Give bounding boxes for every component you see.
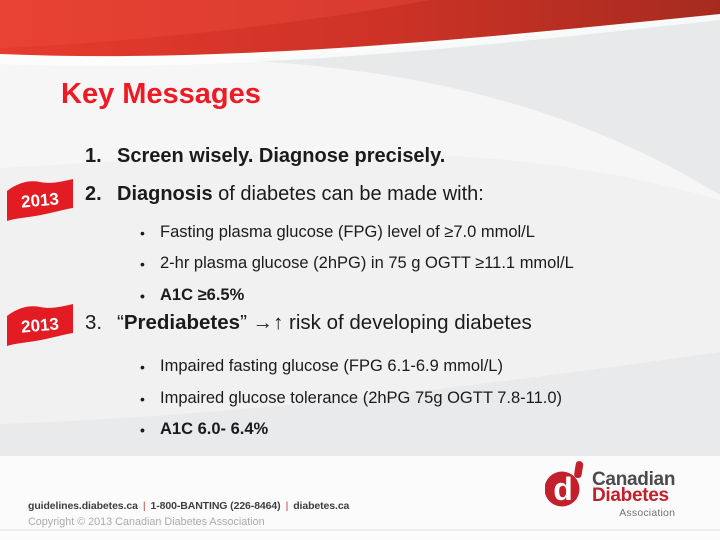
bullet-icon: • — [140, 256, 145, 272]
close-quote: ” — [240, 311, 247, 334]
bullet-a1c-prediabetes: • A1C 6.0- 6.4% — [140, 419, 268, 440]
logo-wordmark: Canadian Diabetes Association — [592, 459, 675, 522]
item-text-rest: →↑ risk of developing diabetes — [246, 311, 532, 334]
cda-d-icon: d — [545, 461, 584, 507]
badge-year-label: 2013 — [20, 314, 59, 336]
bullet-2hpg: • 2-hr plasma glucose (2hPG) in 75 g OGT… — [140, 253, 574, 274]
footer-link-phone: 1-800-BANTING (226-8464) — [150, 500, 281, 512]
footer-separator: | — [285, 500, 289, 512]
badge-2013-prediabetes: 2013 — [7, 304, 73, 346]
slide-title: Key Messages — [61, 78, 261, 110]
footer-link-guidelines: guidelines.diabetes.ca — [28, 500, 138, 512]
footer-separator: | — [142, 500, 146, 512]
header-red-highlight — [0, 0, 430, 48]
footer-copyright: Copyright © 2013 Canadian Diabetes Assoc… — [28, 516, 265, 528]
bullet-text: A1C 6.0- 6.4% — [160, 420, 269, 438]
flag-shape — [7, 304, 73, 346]
footer-link-diabetes: diabetes.ca — [293, 500, 350, 512]
logo-line-association: Association — [619, 507, 676, 519]
bullet-igt: • Impaired glucose tolerance (2hPG 75g O… — [140, 388, 562, 409]
bullet-icon: • — [140, 225, 145, 241]
item-text-bold: Diagnosis — [117, 183, 213, 205]
bullet-text: 2-hr plasma glucose (2hPG) in 75 g OGTT … — [160, 254, 574, 272]
cda-logo: d Canadian Diabetes Association — [545, 459, 675, 522]
bullet-text: Impaired glucose tolerance (2hPG 75g OGT… — [160, 389, 563, 407]
bullet-fpg: • Fasting plasma glucose (FPG) level of … — [140, 222, 535, 243]
item-number: 2. — [85, 183, 102, 205]
item-text: “Prediabetes” →↑ risk of developing diab… — [117, 311, 532, 335]
header-red-band — [0, 0, 720, 57]
item-number: 3. — [85, 311, 103, 334]
flag-shape — [7, 179, 73, 221]
badge-2013-diagnosis: 2013 — [7, 179, 73, 221]
bullet-icon: • — [140, 391, 145, 407]
header-gray-swoosh — [235, 14, 720, 195]
bullet-icon: • — [140, 422, 145, 438]
logo-line-canadian: Canadian — [592, 469, 676, 490]
list-item-screen-wisely: 1. Screen wisely. Diagnose precisely. — [85, 144, 445, 168]
bullet-icon: • — [140, 359, 145, 375]
logo-letter: d — [553, 471, 573, 507]
header-white-edge — [0, 14, 720, 66]
open-quote: “ — [117, 311, 124, 334]
footer-band — [0, 456, 720, 540]
bullet-text: Impaired fasting glucose (FPG 6.1-6.9 mm… — [160, 357, 503, 375]
item-text-bold: Prediabetes — [123, 311, 241, 334]
bullet-a1c: • A1C ≥6.5% — [140, 285, 244, 306]
badge-year-label: 2013 — [20, 189, 59, 211]
bullet-text: Fasting plasma glucose (FPG) level of ≥7… — [160, 223, 535, 241]
logo-circle — [545, 471, 580, 507]
logo-apostrophe — [574, 461, 584, 479]
footer-contact-line: guidelines.diabetes.ca | 1-800-BANTING (22… — [28, 500, 349, 512]
bullet-icon: • — [140, 288, 145, 304]
logo-line-diabetes: Diabetes — [592, 484, 669, 506]
list-item-prediabetes: 3. “Prediabetes” →↑ risk of developing d… — [85, 311, 532, 335]
list-item-diagnosis: 2. Diagnosis of diabetes can be made wit… — [85, 182, 484, 206]
item-text: Screen wisely. Diagnose precisely. — [117, 145, 446, 167]
bullet-text: A1C ≥6.5% — [160, 286, 245, 304]
bullet-ifg: • Impaired fasting glucose (FPG 6.1-6.9 … — [140, 356, 503, 377]
item-text-rest: of diabetes can be made with: — [212, 183, 484, 205]
item-text: Diagnosis of diabetes can be made with: — [117, 182, 484, 206]
item-number: 1. — [85, 145, 102, 167]
